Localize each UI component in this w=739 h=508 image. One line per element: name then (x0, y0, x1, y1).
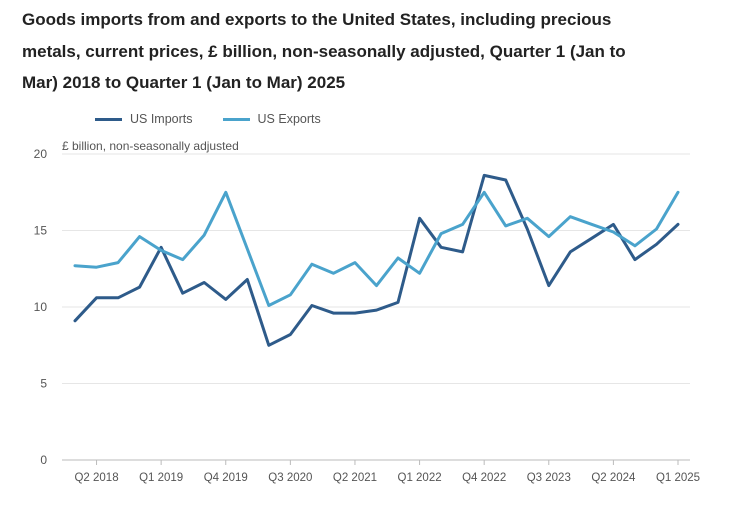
x-tick-label: Q4 2019 (204, 472, 248, 484)
y-axis-label: £ billion, non-seasonally adjusted (62, 139, 239, 153)
legend-item-us-imports[interactable]: US Imports (95, 112, 193, 126)
chart-title: Goods imports from and exports to the Un… (22, 10, 626, 92)
y-tick-label: 5 (40, 377, 47, 391)
x-tick-label: Q1 2022 (398, 472, 442, 484)
x-tick-label: Q3 2020 (268, 472, 312, 484)
x-tick-label: Q2 2024 (591, 472, 636, 484)
y-tick-label: 15 (34, 224, 48, 238)
series-line-us-imports[interactable] (73, 173, 680, 347)
x-tick-label: Q2 2021 (333, 472, 377, 484)
legend-swatch-us-imports (95, 117, 122, 121)
legend-swatch-us-exports (222, 117, 250, 121)
y-tick-label: 0 (40, 453, 47, 467)
legend-label-us-imports: US Imports (130, 112, 193, 126)
y-tick-label: 20 (34, 147, 48, 161)
legend-item-us-exports[interactable]: US Exports (222, 112, 321, 126)
x-tick-label: Q2 2018 (74, 472, 118, 484)
legend: US Imports US Exports (95, 112, 321, 126)
x-tick-label: Q1 2019 (139, 472, 183, 484)
x-tick-label: Q4 2022 (462, 472, 506, 484)
series-line-us-exports[interactable] (73, 190, 680, 307)
x-tick-label: Q3 2023 (527, 472, 571, 484)
y-tick-label: 10 (34, 300, 48, 314)
legend-label-us-exports: US Exports (257, 112, 321, 126)
x-tick-label: Q1 2025 (656, 472, 700, 484)
